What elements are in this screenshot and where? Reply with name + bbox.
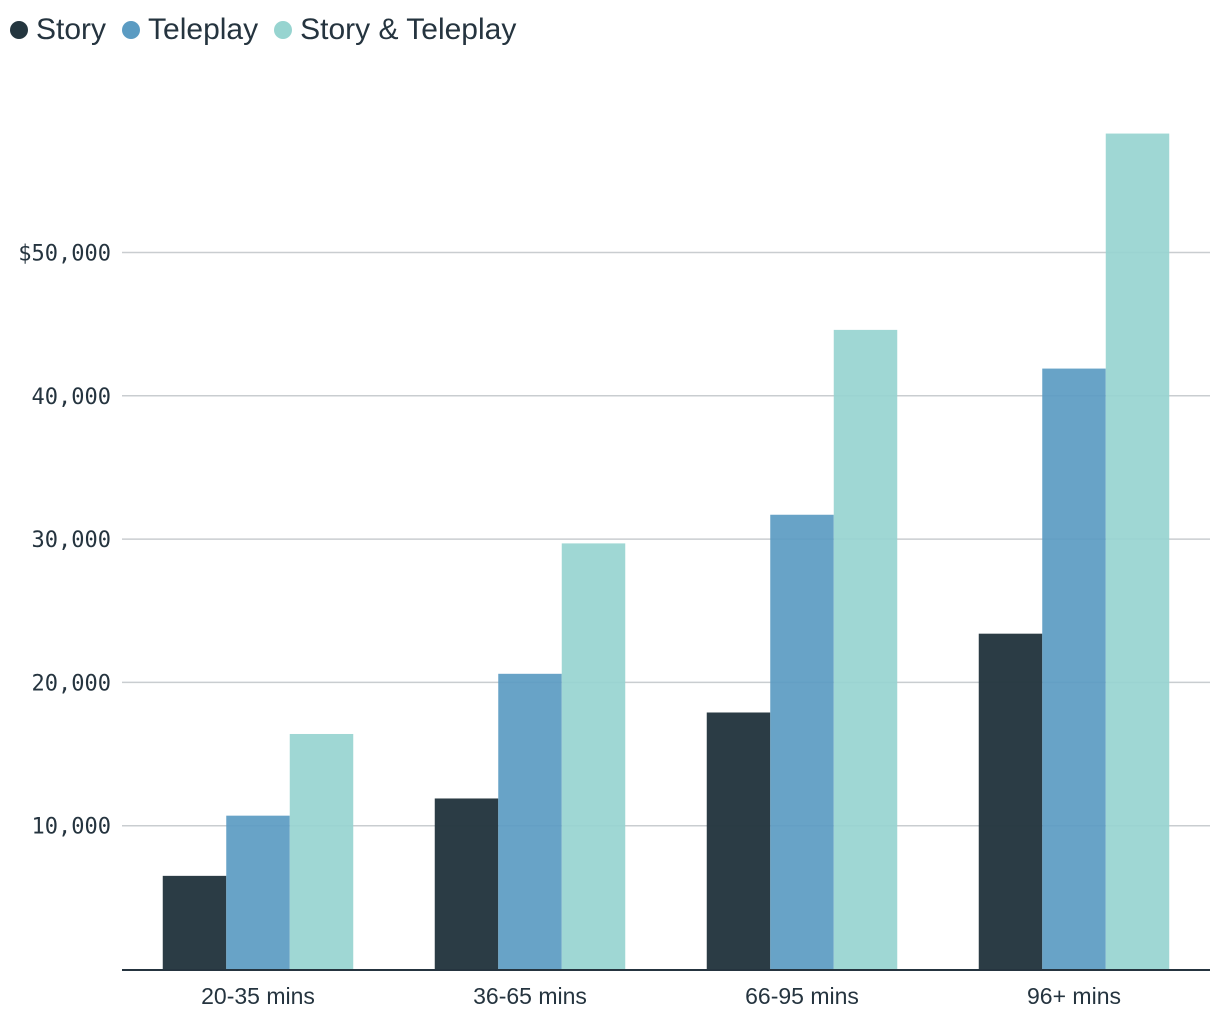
y-tick-label: $50,000	[18, 242, 111, 267]
bar-story-20-35-mins[interactable]	[162, 875, 227, 969]
legend-item-story-teleplay[interactable]: Story & Teleplay	[274, 13, 516, 47]
y-tick-label: 40,000	[32, 385, 111, 410]
legend: Story Teleplay Story & Teleplay	[10, 10, 532, 50]
y-tick-label: 30,000	[32, 528, 111, 553]
axes: 10,000 20,000 30,000 40,000 $50,000 20-35 min…	[18, 242, 1210, 1009]
bar-teleplay-96-mins[interactable]	[1042, 368, 1106, 969]
bar-teleplay-36-65-mins[interactable]	[498, 673, 562, 969]
y-tick-label: 10,000	[32, 815, 111, 840]
legend-label-story-teleplay: Story & Teleplay	[300, 13, 517, 46]
legend-item-teleplay[interactable]: Teleplay	[122, 13, 258, 47]
bar-story-teleplay-36-65-mins[interactable]	[561, 543, 626, 969]
x-tick-label: 36-65 mins	[473, 983, 587, 1009]
bars	[162, 133, 1170, 970]
legend-item-story[interactable]: Story	[10, 13, 106, 47]
bar-story-teleplay-96-mins[interactable]	[1105, 133, 1170, 969]
legend-label-story: Story	[36, 13, 107, 46]
x-tick-label: 66-95 mins	[745, 983, 859, 1009]
x-tick-label: 20-35 mins	[201, 983, 315, 1009]
bar-story-teleplay-20-35-mins[interactable]	[289, 733, 354, 969]
legend-label-teleplay: Teleplay	[148, 13, 259, 46]
bar-story-36-65-mins[interactable]	[434, 798, 499, 969]
bar-story-66-95-mins[interactable]	[706, 712, 771, 969]
legend-dot-story	[10, 21, 28, 39]
bar-teleplay-66-95-mins[interactable]	[770, 514, 834, 969]
bar-story-teleplay-66-95-mins[interactable]	[833, 329, 898, 970]
bar-story-96-mins[interactable]	[978, 633, 1043, 969]
legend-dot-story-teleplay	[274, 21, 293, 39]
y-tick-label: 20,000	[32, 671, 111, 696]
x-tick-label: 96+ mins	[1027, 983, 1121, 1009]
legend-dot-teleplay	[122, 21, 141, 39]
bar-teleplay-20-35-mins[interactable]	[226, 815, 290, 969]
